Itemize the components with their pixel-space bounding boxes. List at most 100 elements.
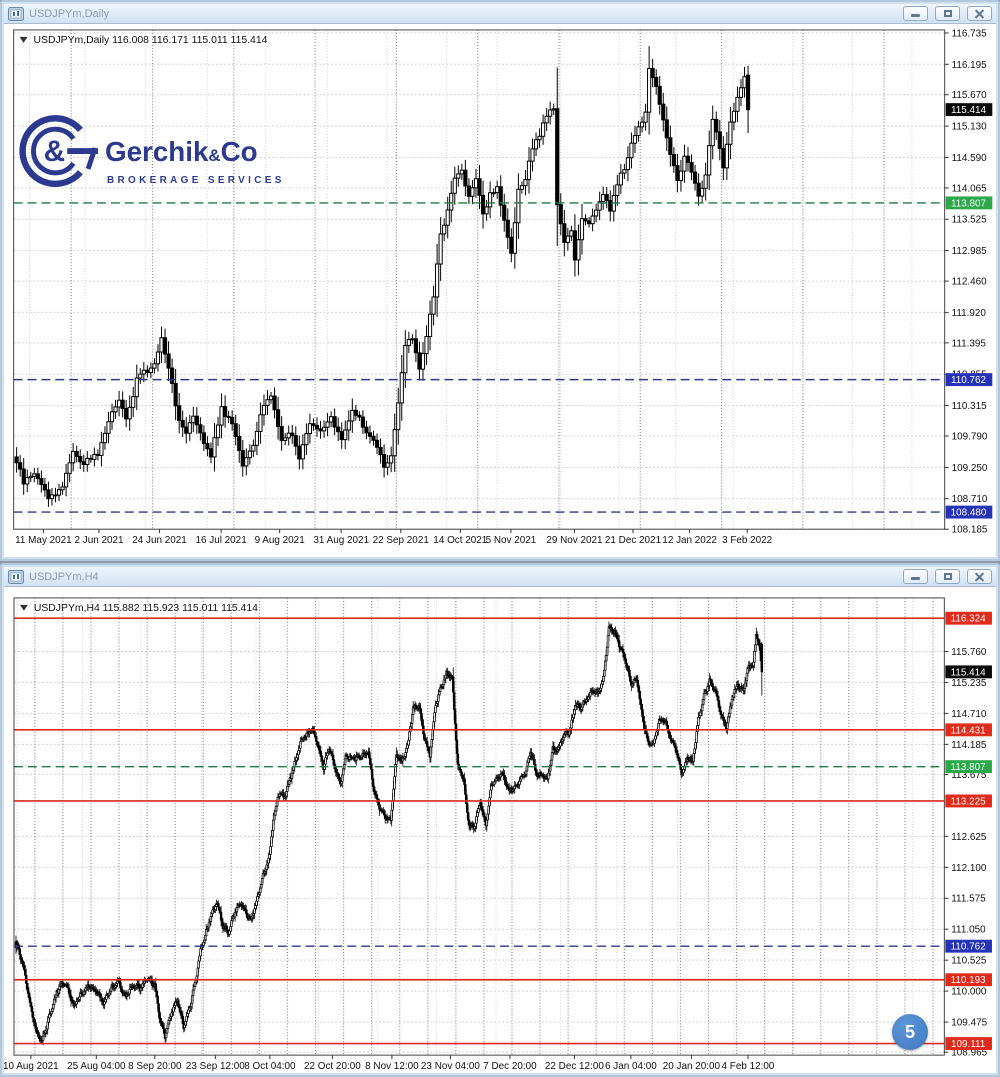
y-axis-label: 116.195: [952, 60, 988, 71]
x-axis-label: 8 Nov 12:00: [365, 1061, 419, 1072]
x-axis-label: 31 Aug 2021: [313, 535, 369, 546]
candle-body: [170, 367, 175, 384]
candle-body: [244, 457, 249, 467]
candle-body: [88, 457, 93, 460]
candle-body: [438, 233, 443, 265]
candle-body: [505, 219, 510, 238]
candle-body: [311, 423, 316, 426]
candle-body: [205, 443, 210, 450]
candle-body: [548, 109, 553, 117]
y-axis-label: 113.525: [952, 215, 988, 226]
daily-chart-surface[interactable]: 116.735 116.195 115.670 115.130 114.590 114.0…: [4, 24, 996, 557]
candle-body: [735, 96, 740, 112]
restore-button[interactable]: [935, 6, 960, 21]
candle-body: [155, 351, 161, 365]
y-axis-label: 112.985: [952, 246, 988, 257]
candle-body: [675, 165, 680, 181]
candle-body: [265, 399, 270, 406]
x-axis-label: 2 Jun 2021: [74, 535, 124, 546]
close-button[interactable]: [967, 569, 992, 584]
candles-layer: [14, 621, 764, 1046]
candle-body: [99, 442, 104, 456]
candle-body: [622, 169, 627, 174]
x-axis-label: 20 Jan 20:00: [663, 1061, 721, 1072]
y-axis-label: 112.100: [951, 863, 987, 874]
candle-body: [159, 337, 164, 353]
candle-body: [710, 118, 715, 147]
candle-body: [707, 145, 712, 176]
y-axis-label: 108.965: [951, 1048, 987, 1059]
y-axis-label: 111.575: [951, 894, 986, 905]
x-axis-label: 11 May 2021: [15, 535, 72, 546]
candle-body: [413, 338, 418, 354]
candle-body: [618, 172, 623, 186]
candle-body: [258, 414, 263, 432]
minimize-button[interactable]: [903, 6, 928, 21]
candle-body: [74, 450, 79, 457]
candle-body: [664, 119, 669, 139]
candle-body: [279, 426, 284, 441]
close-icon: [974, 9, 985, 18]
candle-body: [208, 448, 214, 458]
candle-body: [417, 352, 422, 370]
candle-body: [572, 230, 578, 261]
candle-body: [714, 118, 719, 133]
candle-body: [272, 395, 277, 411]
y-axis-label: 114.590: [952, 153, 988, 164]
candle-body: [594, 209, 599, 217]
minimize-button[interactable]: [903, 569, 928, 584]
candle-body: [745, 74, 751, 111]
y-axis-label: 111.920: [952, 308, 987, 319]
daily-candlestick-chart[interactable]: 116.735 116.195 115.670 115.130 114.590 114.0…: [4, 24, 996, 557]
candle-body: [321, 426, 327, 432]
candle-body: [237, 436, 242, 452]
y-axis-label: 110.315: [952, 401, 988, 412]
candle-body: [406, 339, 411, 346]
candle-body: [498, 186, 503, 206]
candle-body: [138, 373, 143, 379]
window-title: USDJPYm,Daily: [29, 7, 110, 20]
candle-body: [579, 218, 585, 241]
candle-body: [420, 353, 426, 370]
candle-body: [92, 453, 97, 460]
candle-body: [555, 108, 560, 206]
candle-body: [230, 416, 235, 425]
h4-window-titlebar[interactable]: USDJPYm,H4: [4, 567, 996, 587]
h4-chart-surface[interactable]: 115.760 115.235 114.710 114.185 113.675 112.6…: [4, 587, 996, 1073]
restore-button[interactable]: [935, 569, 960, 584]
candle-body: [131, 396, 136, 408]
candle-body: [558, 204, 563, 225]
candle-body: [360, 416, 365, 428]
price-badge-label: 108.480: [951, 508, 987, 519]
candle-body: [293, 435, 298, 447]
candle-body: [565, 235, 570, 243]
price-badge-label: 109.111: [951, 1039, 986, 1050]
candle-body: [403, 344, 408, 374]
candle-body: [254, 430, 259, 446]
price-badge-label: 115.414: [951, 105, 987, 116]
candle-body: [329, 416, 334, 423]
candle-body: [378, 446, 383, 456]
daily-window-titlebar[interactable]: USDJPYm,Daily: [4, 4, 996, 24]
candle-body: [459, 169, 464, 175]
candle-body: [689, 162, 694, 173]
candle-body: [590, 215, 595, 225]
candle-body: [491, 192, 496, 195]
window-title: USDJPYm,H4: [29, 570, 99, 583]
close-button[interactable]: [967, 6, 992, 21]
h4-candlestick-chart[interactable]: 115.760 115.235 114.710 114.185 113.675 112.6…: [4, 587, 996, 1073]
y-axis-label: 108.710: [952, 494, 988, 505]
candle-body: [445, 209, 450, 226]
candle-body: [452, 177, 457, 194]
candle-body: [120, 399, 125, 409]
y-axis-label: 113.675: [951, 770, 987, 781]
candle-body: [731, 110, 737, 123]
candle-body: [127, 406, 132, 420]
candle-body: [162, 337, 168, 355]
y-axis-label: 110.525: [951, 956, 987, 967]
candle-body: [290, 432, 295, 437]
candle-body: [233, 423, 238, 438]
candle-body: [657, 85, 662, 105]
candle-body: [639, 121, 645, 128]
candle-body: [583, 218, 588, 222]
